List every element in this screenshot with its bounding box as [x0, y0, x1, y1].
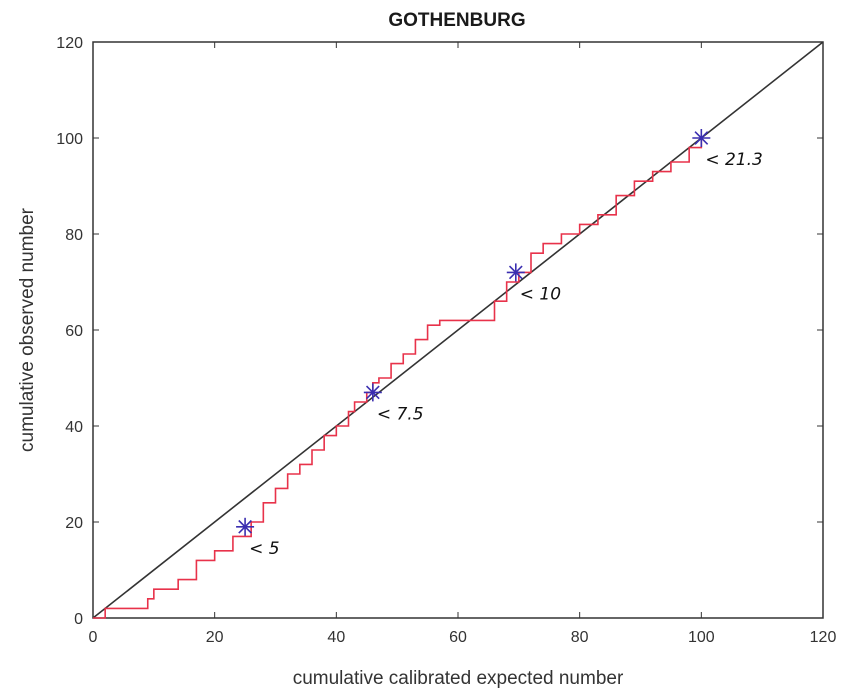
y-axis-ticks: 0 20 40 60 80 100 120 [56, 35, 823, 628]
y-tick-label: 40 [65, 419, 83, 436]
marker-stroke [694, 131, 709, 145]
threshold-marker [506, 263, 525, 282]
threshold-label: < 21.3 [705, 150, 763, 170]
y-tick-label: 80 [65, 227, 83, 244]
marker-stroke [365, 385, 380, 400]
x-axis-ticks: 0 20 40 60 80 100 120 [89, 42, 837, 646]
x-tick-label: 120 [810, 629, 837, 646]
observed-step-line [93, 138, 703, 619]
threshold-label: < 10 [520, 284, 561, 304]
x-axis-label: cumulative calibrated expected number [293, 668, 624, 689]
x-tick-label: 60 [449, 629, 467, 646]
plot-markers: < 5 < 7.5 < 10 < 21.3 [236, 129, 763, 559]
chart-title: GOTHENBURG [388, 10, 525, 31]
y-tick-label: 20 [65, 515, 83, 532]
threshold-label: < 7.5 [377, 404, 424, 424]
x-tick-label: 80 [571, 629, 589, 646]
marker-stroke [238, 519, 252, 534]
y-tick-label: 120 [56, 35, 83, 52]
x-tick-label: 40 [327, 629, 345, 646]
y-axis-label: cumulative observed number [17, 207, 38, 452]
threshold-marker [692, 129, 711, 147]
threshold-marker [363, 383, 382, 402]
y-tick-label: 100 [56, 131, 83, 148]
x-tick-label: 20 [206, 629, 224, 646]
marker-stroke [508, 265, 523, 280]
threshold-marker [236, 517, 255, 536]
y-tick-label: 60 [65, 323, 83, 340]
x-tick-label: 100 [688, 629, 715, 646]
threshold-label: < 5 [249, 539, 279, 559]
x-tick-label: 0 [89, 629, 98, 646]
y-tick-label: 0 [74, 611, 83, 628]
